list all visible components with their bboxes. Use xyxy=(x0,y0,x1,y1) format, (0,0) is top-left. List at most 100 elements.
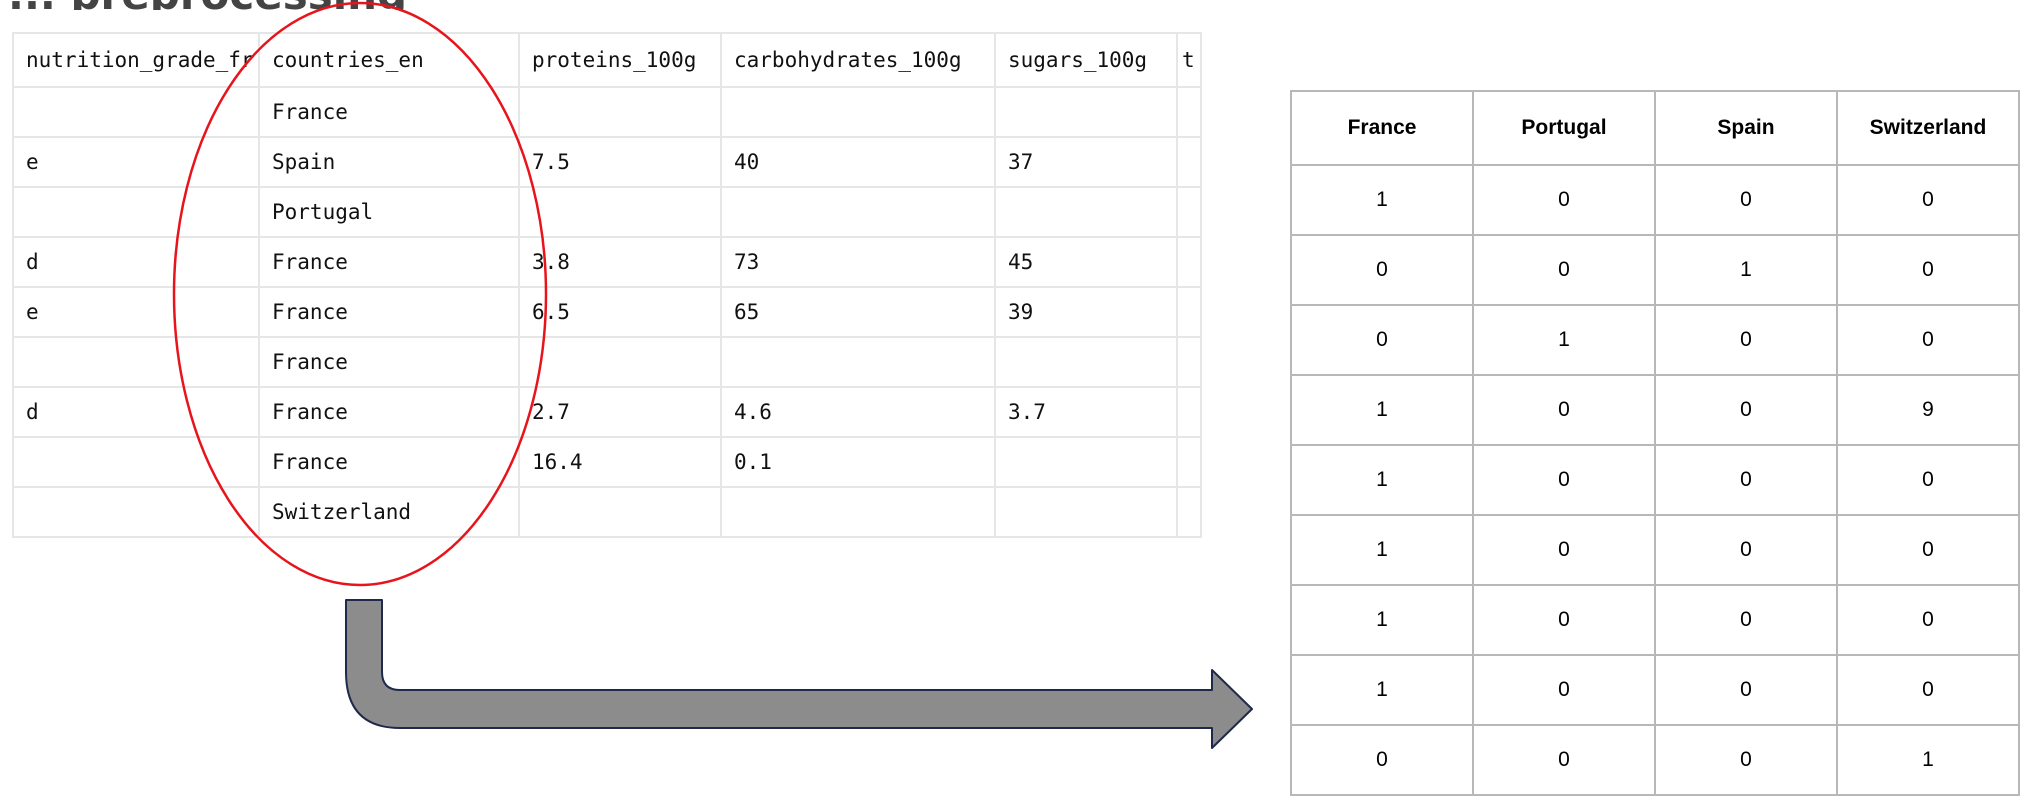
source-table-body: France e Spain 7.5 40 37 Portugal d France 3.8 73 4… xyxy=(12,86,1202,538)
source-table-cell xyxy=(12,336,260,388)
source-header-row: nutrition_grade_fr countries_en proteins… xyxy=(12,32,1202,88)
source-table-cell: 39 xyxy=(994,286,1178,338)
source-table-cell xyxy=(1176,86,1202,138)
encoded-table-cell: 0 xyxy=(1836,654,2020,726)
source-table-cell xyxy=(994,486,1178,538)
source-table-row: Portugal xyxy=(12,186,1202,238)
source-table-cell xyxy=(518,486,722,538)
col-header-truncated: t xyxy=(1176,32,1202,88)
source-table-cell: 16.4 xyxy=(518,436,722,488)
source-table-cell: e xyxy=(12,286,260,338)
source-table-cell xyxy=(1176,336,1202,388)
encoded-table-cell: 1 xyxy=(1290,164,1474,236)
source-table-cell: France xyxy=(258,336,520,388)
col-header-nutrition-grade: nutrition_grade_fr xyxy=(12,32,260,88)
col-header-portugal: Portugal xyxy=(1472,90,1656,166)
source-table-cell: d xyxy=(12,236,260,288)
encoded-header-row: France Portugal Spain Switzerland xyxy=(1290,90,2020,166)
source-table-cell: 0.1 xyxy=(720,436,996,488)
source-table-cell: Switzerland xyxy=(258,486,520,538)
source-table-cell xyxy=(12,486,260,538)
encoded-table-cell: 0 xyxy=(1654,444,1838,516)
source-table-cell: France xyxy=(258,436,520,488)
source-table-cell xyxy=(720,336,996,388)
encoded-table-cell: 0 xyxy=(1654,514,1838,586)
encoded-table-cell: 0 xyxy=(1290,724,1474,796)
source-table-cell: 2.7 xyxy=(518,386,722,438)
source-table-cell xyxy=(12,186,260,238)
source-table-cell: 45 xyxy=(994,236,1178,288)
encoded-table-cell: 0 xyxy=(1836,584,2020,656)
source-table-cell: Portugal xyxy=(258,186,520,238)
source-table-cell: e xyxy=(12,136,260,188)
encoded-table-cell: 1 xyxy=(1290,374,1474,446)
source-data-table: nutrition_grade_fr countries_en proteins… xyxy=(12,32,1202,538)
encoded-table-cell: 0 xyxy=(1472,584,1656,656)
source-table-cell: France xyxy=(258,236,520,288)
source-table-row: France 16.4 0.1 xyxy=(12,436,1202,488)
source-table-cell xyxy=(518,336,722,388)
source-table-cell xyxy=(994,336,1178,388)
source-table-row: d France 2.7 4.6 3.7 xyxy=(12,386,1202,438)
source-table-row: d France 3.8 73 45 xyxy=(12,236,1202,288)
source-table-row: e France 6.5 65 39 xyxy=(12,286,1202,338)
col-header-countries: countries_en xyxy=(258,32,520,88)
encoded-table-cell: 0 xyxy=(1472,164,1656,236)
source-table-cell xyxy=(994,186,1178,238)
col-header-carbohydrates: carbohydrates_100g xyxy=(720,32,996,88)
slide-title-text: ... preprocessing xyxy=(8,0,407,10)
source-table-cell xyxy=(12,86,260,138)
encoded-table-cell: 0 xyxy=(1472,514,1656,586)
source-table-cell: 73 xyxy=(720,236,996,288)
encoded-table-cell: 0 xyxy=(1836,234,2020,306)
source-table-cell: 65 xyxy=(720,286,996,338)
source-table-cell: 3.8 xyxy=(518,236,722,288)
encoded-table-cell: 1 xyxy=(1290,444,1474,516)
source-table-cell: d xyxy=(12,386,260,438)
source-table-cell xyxy=(720,186,996,238)
source-table-cell: France xyxy=(258,386,520,438)
encoded-table-cell: 1 xyxy=(1290,584,1474,656)
source-table-cell xyxy=(1176,236,1202,288)
encoded-table-cell: 1 xyxy=(1472,304,1656,376)
source-table-cell xyxy=(1176,436,1202,488)
source-table-cell: 37 xyxy=(994,136,1178,188)
slide-title-fragment: ... preprocessing xyxy=(8,0,1108,10)
encoded-table-cell: 0 xyxy=(1836,304,2020,376)
source-table-cell: 7.5 xyxy=(518,136,722,188)
source-table-cell: Spain xyxy=(258,136,520,188)
encoded-table-cell: 1 xyxy=(1654,234,1838,306)
encoded-table-cell: 9 xyxy=(1836,374,2020,446)
encoded-table-cell: 0 xyxy=(1290,304,1474,376)
encoded-table-cell: 0 xyxy=(1836,164,2020,236)
col-header-spain: Spain xyxy=(1654,90,1838,166)
encoded-table-cell: 0 xyxy=(1654,584,1838,656)
source-table-cell xyxy=(994,86,1178,138)
transform-arrow xyxy=(345,599,1253,749)
encoded-table-cell: 0 xyxy=(1836,514,2020,586)
encoded-table-cell: 1 xyxy=(1290,654,1474,726)
col-header-proteins: proteins_100g xyxy=(518,32,722,88)
source-table-cell xyxy=(1176,136,1202,188)
encoded-table-cell: 1 xyxy=(1290,514,1474,586)
source-table-cell: 6.5 xyxy=(518,286,722,338)
encoded-table-cell: 0 xyxy=(1654,654,1838,726)
col-header-sugars: sugars_100g xyxy=(994,32,1178,88)
col-header-switzerland: Switzerland xyxy=(1836,90,2020,166)
source-table-cell: 3.7 xyxy=(994,386,1178,438)
source-table-cell xyxy=(1176,386,1202,438)
encoded-table-cell: 0 xyxy=(1290,234,1474,306)
source-table-cell: France xyxy=(258,286,520,338)
encoded-table-cell: 0 xyxy=(1836,444,2020,516)
source-table-cell xyxy=(1176,486,1202,538)
encoded-table-cell: 0 xyxy=(1472,724,1656,796)
